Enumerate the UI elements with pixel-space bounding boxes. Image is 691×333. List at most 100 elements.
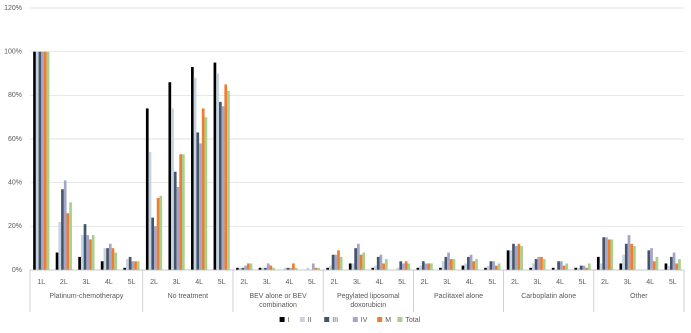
x-tick-label: 3L (534, 279, 542, 286)
legend-swatch (397, 317, 403, 322)
x-tick-label: 3L (263, 279, 271, 286)
x-tick-label: 3L (443, 279, 451, 286)
bar (264, 267, 267, 270)
bar (311, 263, 315, 270)
bar (289, 267, 293, 270)
bar (492, 261, 496, 270)
bar (91, 235, 95, 270)
bar (467, 256, 470, 270)
bar (667, 265, 671, 270)
bar (151, 217, 155, 270)
bar (246, 263, 250, 270)
bar (86, 235, 90, 270)
bar (156, 197, 160, 270)
bar (424, 263, 428, 270)
bar (131, 261, 135, 270)
group-label: No treatment (167, 293, 209, 300)
bar (103, 248, 107, 270)
bar (407, 263, 411, 270)
bar (509, 250, 513, 270)
bar (272, 267, 275, 270)
bar (145, 108, 149, 270)
bar (41, 51, 44, 270)
legend-label: I (288, 317, 290, 324)
legend-label: Total (405, 317, 420, 324)
group-label: BEV alone or BEV combination (249, 293, 307, 309)
bar (506, 250, 510, 270)
x-tick-label: 5L (398, 279, 406, 286)
bar (475, 259, 478, 270)
bar (249, 263, 253, 270)
bar (472, 261, 476, 270)
bar (379, 254, 383, 270)
bar (444, 256, 448, 270)
bar (193, 77, 197, 270)
bar (495, 265, 498, 270)
bar (179, 154, 182, 270)
x-tick-label: 5L (128, 279, 136, 286)
bar (610, 239, 614, 270)
group-label: Paclitaxel alone (433, 293, 483, 300)
y-tick-label: 40% (8, 180, 22, 187)
x-tick-label: 3L (353, 279, 361, 286)
bar (61, 189, 64, 270)
x-tick-label: 5L (488, 279, 496, 286)
bar (227, 90, 230, 270)
bar (348, 263, 352, 270)
bar (577, 267, 580, 270)
bar (66, 213, 70, 270)
bar (83, 224, 87, 270)
legend-label: IV (361, 317, 368, 324)
bar (427, 263, 431, 270)
bar (55, 252, 59, 270)
x-tick-label: 4L (376, 279, 384, 286)
bar (236, 267, 239, 270)
bar (672, 252, 676, 270)
bar (396, 267, 400, 270)
legend-swatch (279, 317, 285, 322)
group-label: Carboplatin alone (521, 293, 577, 300)
x-tick-label: 2L (60, 279, 68, 286)
bar (540, 256, 543, 270)
bar (607, 239, 611, 270)
bar (596, 256, 600, 270)
bar (421, 261, 425, 270)
bar (238, 267, 242, 270)
bar (258, 267, 262, 270)
x-tick-label: 4L (466, 279, 474, 286)
bar (337, 250, 340, 270)
bar (134, 261, 137, 270)
bar (216, 73, 219, 270)
bar (655, 256, 659, 270)
bar (204, 117, 208, 271)
legend-swatch (352, 317, 358, 322)
bar (599, 263, 603, 270)
bar (89, 239, 92, 270)
x-tick-label: 2L (240, 279, 248, 286)
bar (261, 267, 265, 270)
bar (314, 267, 318, 270)
bar (404, 261, 408, 270)
x-tick-label: 2L (511, 279, 519, 286)
bar (452, 259, 456, 270)
bar (439, 267, 442, 270)
bar (520, 245, 523, 270)
x-tick-label: 4L (646, 279, 654, 286)
bar (537, 256, 541, 270)
bar (136, 261, 140, 270)
bar (241, 267, 245, 270)
bar (430, 263, 433, 270)
bar (585, 267, 588, 270)
bar (168, 82, 172, 270)
bar (244, 265, 247, 270)
x-tick-label: 5L (308, 279, 316, 286)
bar (464, 263, 468, 270)
bar (469, 254, 473, 270)
bar (532, 263, 535, 270)
bar (670, 256, 673, 270)
bar (106, 248, 109, 270)
bar (63, 180, 67, 270)
bar (266, 263, 270, 270)
bar (486, 265, 490, 270)
bar (201, 108, 205, 270)
